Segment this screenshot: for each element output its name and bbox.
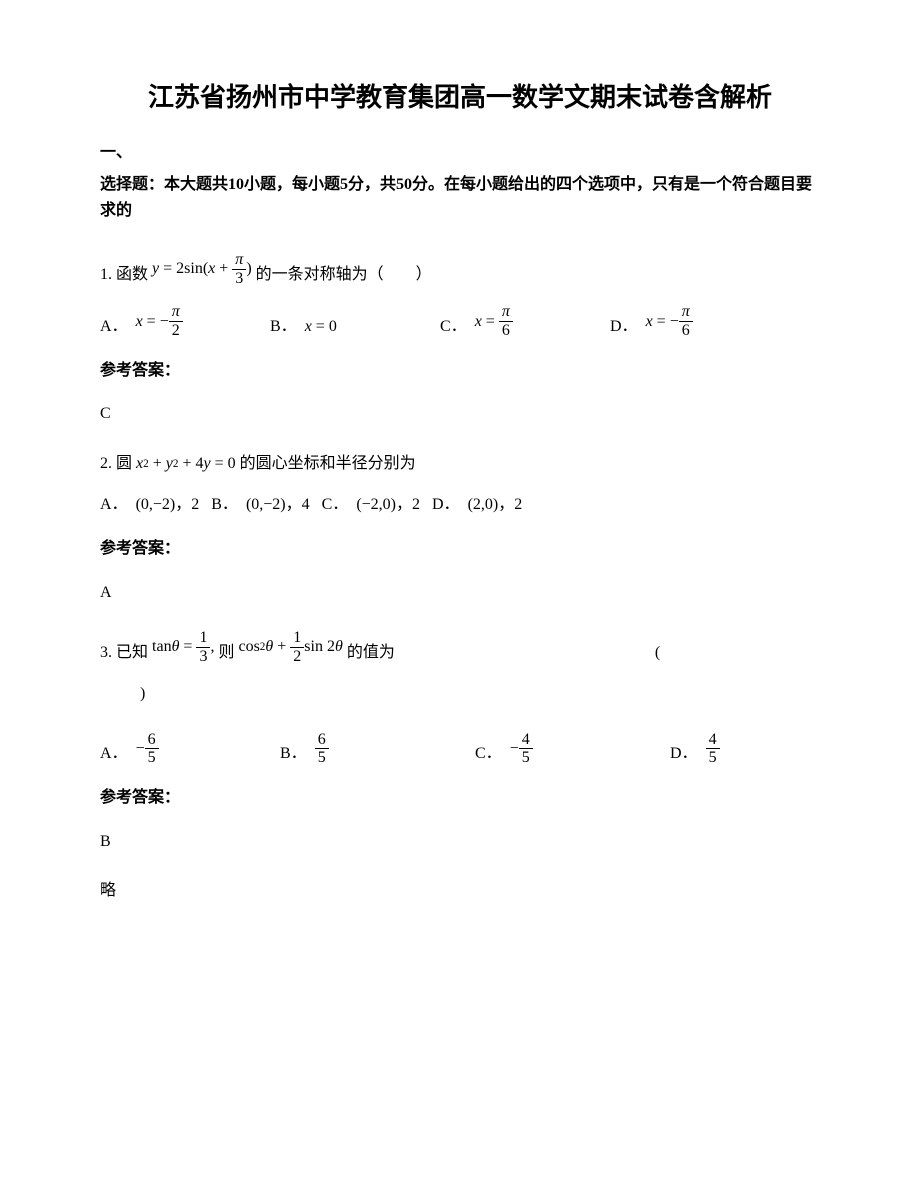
q2-option-c: C． (−2,0)，2 bbox=[322, 492, 420, 518]
q3-a-formula: − 65 bbox=[136, 731, 159, 767]
q1-answer: C bbox=[100, 401, 820, 427]
q3-note: 略 bbox=[100, 878, 820, 904]
q2-b-value: (0,−2)，4 bbox=[246, 492, 310, 518]
q3-b-formula: 65 bbox=[315, 731, 329, 767]
q3-option-d: D． 45 bbox=[670, 731, 720, 767]
q1-option-d: D． x = − π6 bbox=[610, 303, 693, 339]
q2-stem: 2. 圆 x2 + y2 + 4y = 0 的圆心坐标和半径分别为 bbox=[100, 451, 820, 477]
q1-d-formula: x = − π6 bbox=[646, 303, 693, 339]
q3-d-formula: 45 bbox=[706, 731, 720, 767]
q1-option-a: A． x = − π2 bbox=[100, 303, 270, 339]
q3-formula-1: tanθ = 13 , bbox=[152, 629, 214, 665]
q1-option-b: B． x = 0 bbox=[270, 314, 440, 340]
q2-a-value: (0,−2)，2 bbox=[136, 492, 200, 518]
q3-c-formula: − 45 bbox=[510, 731, 533, 767]
q3-options: A． − 65 B． 65 C． − 45 D． 45 bbox=[100, 731, 820, 767]
question-3: 3. 已知 tanθ = 13 , 则 cos2θ + 12 sin 2θ 的值… bbox=[100, 629, 820, 904]
q3-mid: 则 bbox=[218, 640, 234, 666]
q1-answer-label: 参考答案： bbox=[100, 358, 820, 384]
q2-options: A． (0,−2)，2 B． (0,−2)，4 C． (−2,0)，2 D． (… bbox=[100, 492, 820, 518]
q1-c-formula: x = π6 bbox=[475, 303, 513, 339]
q2-suffix: 的圆心坐标和半径分别为 bbox=[240, 451, 416, 477]
q3-paren-row: ) bbox=[140, 681, 820, 707]
q2-option-b: B． (0,−2)，4 bbox=[211, 492, 309, 518]
q1-b-formula: x = 0 bbox=[305, 314, 337, 340]
q3-paren-close: ) bbox=[140, 685, 145, 702]
q3-answer-label: 参考答案： bbox=[100, 785, 820, 811]
q2-formula: x2 + y2 + 4y = 0 bbox=[136, 451, 236, 477]
q1-options: A． x = − π2 B． x = 0 C． x = π6 D． x = − … bbox=[100, 303, 820, 339]
q1-suffix: 的一条对称轴为（ ） bbox=[256, 262, 432, 288]
section-number: 一、 bbox=[100, 140, 820, 166]
q1-stem: 1. 函数 y = 2sin( x + π3 ) 的一条对称轴为（ ） bbox=[100, 251, 820, 287]
document-title: 江苏省扬州市中学教育集团高一数学文期末试卷含解析 bbox=[100, 80, 820, 116]
q3-suffix: 的值为 bbox=[347, 640, 395, 666]
q2-answer-label: 参考答案： bbox=[100, 536, 820, 562]
section-instructions: 选择题：本大题共10小题，每小题5分，共50分。在每小题给出的四个选项中，只有是… bbox=[100, 172, 820, 223]
q3-option-a: A． − 65 bbox=[100, 731, 280, 767]
q1-prefix: 1. 函数 bbox=[100, 262, 148, 288]
q1-formula: y = 2sin( x + π3 ) bbox=[152, 251, 252, 287]
q1-option-c: C． x = π6 bbox=[440, 303, 610, 339]
q3-prefix: 3. 已知 bbox=[100, 640, 148, 666]
q2-answer: A bbox=[100, 580, 820, 606]
q3-answer: B bbox=[100, 829, 820, 855]
q3-paren-open: ( bbox=[655, 640, 660, 666]
q2-option-d: D． (2,0)，2 bbox=[432, 492, 522, 518]
q3-option-c: C． − 45 bbox=[475, 731, 670, 767]
q3-option-b: B． 65 bbox=[280, 731, 475, 767]
q2-c-value: (−2,0)，2 bbox=[356, 492, 420, 518]
question-2: 2. 圆 x2 + y2 + 4y = 0 的圆心坐标和半径分别为 A． (0,… bbox=[100, 451, 820, 605]
q3-formula-2: cos2θ + 12 sin 2θ bbox=[238, 629, 342, 665]
q1-a-formula: x = − π2 bbox=[136, 303, 183, 339]
q3-stem: 3. 已知 tanθ = 13 , 则 cos2θ + 12 sin 2θ 的值… bbox=[100, 629, 820, 665]
q2-prefix: 2. 圆 bbox=[100, 451, 132, 477]
question-1: 1. 函数 y = 2sin( x + π3 ) 的一条对称轴为（ ） A． x… bbox=[100, 251, 820, 427]
q2-d-value: (2,0)，2 bbox=[468, 492, 523, 518]
q2-option-a: A． (0,−2)，2 bbox=[100, 492, 199, 518]
